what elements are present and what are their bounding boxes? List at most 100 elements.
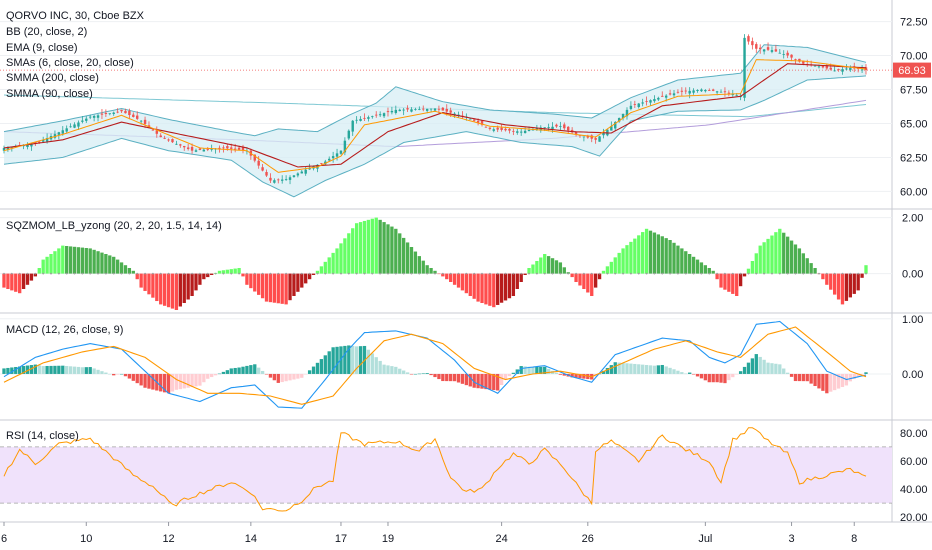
macd-histogram-bar	[323, 355, 327, 374]
macd-histogram-bar	[825, 373, 829, 394]
candle-body	[845, 68, 848, 70]
macd-histogram-bar	[688, 372, 692, 374]
macd-histogram-bar	[840, 373, 845, 388]
sqz-bar	[382, 222, 386, 274]
candle-body	[186, 147, 190, 149]
candle-body	[508, 128, 511, 131]
macd-histogram-bar	[644, 364, 649, 374]
sqz-bar	[61, 245, 65, 274]
candle-body	[183, 145, 186, 148]
candle-body	[163, 138, 166, 139]
sqz-dot	[473, 272, 476, 275]
sqz-bar	[390, 226, 394, 274]
sqz-bar	[429, 268, 433, 274]
macd-legend[interactable]: MACD (12, 26, close, 9)	[6, 324, 123, 336]
candle-body	[198, 148, 202, 150]
sqz-dot	[536, 272, 538, 275]
macd-histogram-bar	[398, 368, 402, 374]
sqz-dot	[778, 272, 781, 275]
price-axis-tick: 65.00	[900, 118, 928, 130]
sqz-bar	[531, 264, 535, 274]
candle-body	[794, 59, 797, 61]
candle-body	[2, 147, 6, 151]
macd-histogram-bar	[507, 373, 512, 377]
sqz-bar	[738, 273, 743, 287]
macd-histogram-bar	[488, 373, 492, 390]
sqz-bar	[135, 273, 139, 280]
sqz-bar	[351, 228, 355, 274]
macd-histogram-bar	[225, 370, 229, 374]
candle-body	[559, 126, 562, 128]
sqz-dot	[238, 272, 241, 275]
macd-histogram-bar	[366, 349, 371, 374]
candle-body	[422, 108, 425, 110]
macd-histogram-bar	[351, 345, 355, 374]
candle-body	[230, 147, 233, 149]
macd-histogram-bar	[449, 373, 453, 382]
sqz-bar	[245, 273, 249, 285]
macd-histogram-bar	[53, 365, 57, 374]
smma200-legend[interactable]: SMMA (200, close)	[6, 72, 99, 84]
rsi-legend[interactable]: RSI (14, close)	[6, 430, 79, 442]
ema-legend[interactable]: EMA (9, close)	[6, 42, 78, 54]
macd-histogram-bar	[49, 365, 53, 374]
sqz-bar	[688, 254, 692, 274]
macd-histogram-bar	[515, 369, 519, 374]
sqz-bar	[856, 273, 860, 291]
smma90-legend[interactable]: SMMA (90, close)	[6, 88, 93, 100]
sqz-bar	[402, 237, 406, 274]
candle-body	[179, 144, 182, 146]
sqz-bar	[33, 273, 38, 277]
sqz-dot	[230, 272, 233, 275]
candle-body	[394, 109, 398, 113]
macd-histogram-bar	[699, 373, 704, 379]
macd-histogram-bar	[249, 365, 253, 374]
candle-body	[617, 118, 621, 122]
candle-body	[770, 50, 774, 52]
sqz-dot	[802, 272, 805, 275]
sqz-legend[interactable]: SQZMOM_LB_yzong (20, 2, 20, 1.5, 14, 14)	[6, 220, 222, 232]
sqz-bar	[558, 262, 563, 274]
macd-histogram-bar	[801, 373, 805, 382]
sqz-bar	[742, 273, 747, 277]
sqz-dot	[308, 272, 311, 275]
candle-body	[53, 134, 57, 138]
candle-body	[124, 110, 127, 114]
sqz-bar	[115, 259, 120, 274]
macd-pane[interactable]	[2, 320, 868, 409]
squeeze-momentum-pane[interactable]	[2, 217, 868, 310]
price-pane[interactable]	[0, 34, 892, 198]
macd-histogram-bar	[523, 366, 527, 374]
sqz-bar	[174, 273, 179, 310]
sqz-bar	[331, 252, 335, 274]
sqz-bar	[268, 273, 273, 303]
macd-histogram-bar	[672, 369, 676, 374]
sqz-bar	[217, 270, 222, 274]
macd-histogram-bar	[633, 363, 637, 374]
candle-body	[802, 61, 805, 64]
macd-histogram-bar	[785, 372, 790, 374]
sqz-bar	[323, 261, 327, 274]
candle-body	[73, 124, 76, 128]
rsi-pane[interactable]	[0, 427, 892, 512]
sqz-bar	[374, 217, 378, 274]
candle-body	[261, 167, 264, 171]
macd-histogram-bar	[25, 365, 30, 374]
macd-histogram-bar	[394, 366, 398, 374]
sqz-dot	[786, 272, 789, 275]
price-axis-tick: 62.50	[900, 152, 928, 164]
candle-body	[472, 119, 476, 121]
bb-legend[interactable]: BB (20, close, 2)	[6, 26, 87, 38]
candle-body	[351, 120, 354, 132]
candle-body	[30, 144, 33, 147]
candle-body	[786, 52, 789, 56]
macd-histogram-bar	[307, 370, 312, 374]
sqz-bar	[72, 246, 77, 274]
smas-legend[interactable]: SMAs (6, close, 20, close)	[6, 57, 134, 69]
macd-histogram-bar	[648, 365, 653, 374]
sqz-dot	[285, 272, 287, 275]
symbol-title[interactable]: QORVO INC, 30, Cboe BZX	[6, 10, 145, 22]
sqz-bar	[711, 270, 715, 274]
sqz-bar	[394, 228, 398, 274]
macd-histogram-bar	[264, 373, 269, 375]
